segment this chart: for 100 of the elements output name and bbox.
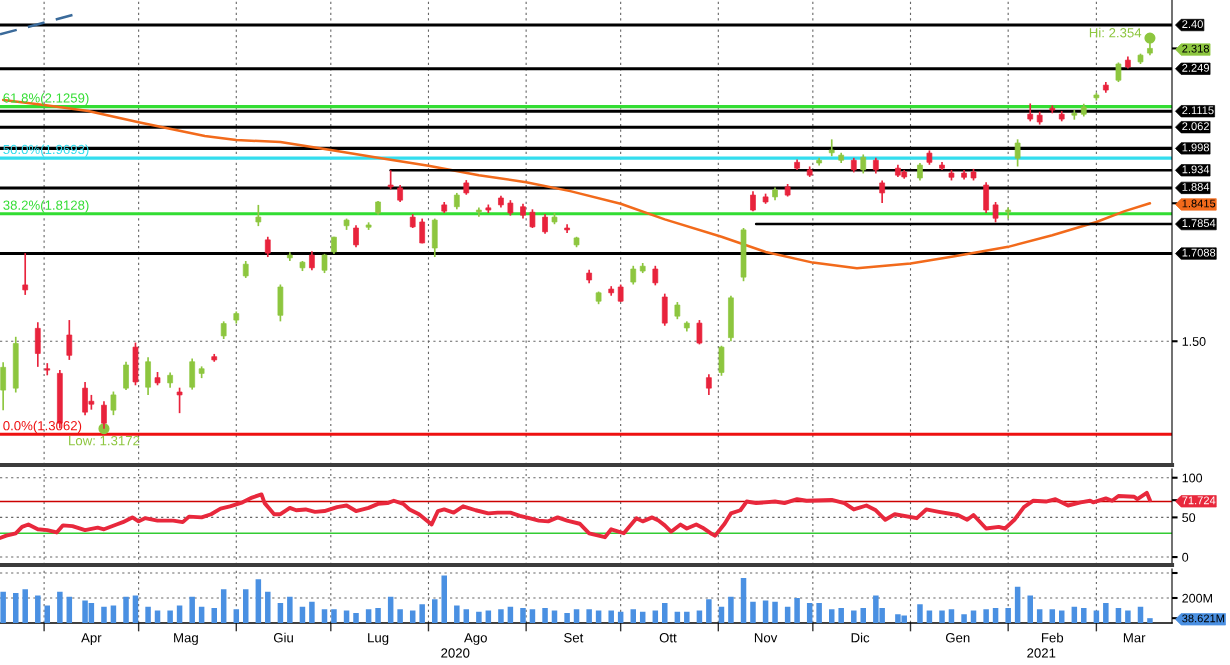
candlestick bbox=[706, 373, 712, 396]
x-tick-label: Feb bbox=[1042, 632, 1064, 643]
bar bbox=[220, 589, 227, 623]
bar bbox=[1005, 608, 1011, 623]
x-tick-label: Set bbox=[564, 633, 584, 643]
y-tick-label: 2.318 bbox=[1182, 44, 1210, 53]
annotation: Low: 1.3172 bbox=[69, 435, 140, 446]
candlestick bbox=[264, 235, 271, 258]
bar bbox=[265, 591, 271, 623]
bar bbox=[277, 603, 284, 623]
bar bbox=[740, 578, 747, 623]
bar bbox=[1036, 609, 1043, 623]
bar bbox=[375, 608, 381, 623]
bar bbox=[608, 610, 614, 623]
bar bbox=[353, 613, 359, 623]
candlestick bbox=[879, 179, 885, 204]
bar bbox=[816, 603, 822, 623]
bar bbox=[1125, 610, 1131, 623]
candlestick bbox=[652, 264, 659, 287]
bar bbox=[101, 606, 107, 623]
bar bbox=[498, 609, 504, 623]
y-tick-label: 1.50 bbox=[1182, 337, 1206, 346]
candlestick bbox=[630, 264, 637, 286]
bar bbox=[189, 596, 195, 623]
candlestick bbox=[255, 204, 262, 227]
bar bbox=[750, 601, 756, 623]
text: 2020 bbox=[441, 648, 470, 658]
candlestick bbox=[176, 386, 183, 414]
bar bbox=[573, 609, 580, 623]
bar bbox=[1115, 608, 1122, 623]
data-label: 1.934 bbox=[1182, 165, 1210, 174]
x-tick-label: Lug bbox=[368, 633, 389, 646]
bar bbox=[1081, 608, 1087, 623]
bar bbox=[22, 589, 28, 623]
bar bbox=[321, 609, 328, 623]
ref-line-label: 61.8%(2.1259) bbox=[3, 92, 89, 106]
bar bbox=[387, 596, 394, 623]
bar bbox=[529, 609, 536, 623]
bar bbox=[476, 611, 482, 623]
y-tick-label: 200M bbox=[1182, 593, 1212, 603]
x-tick-label: Nov bbox=[754, 633, 778, 643]
bar bbox=[684, 611, 690, 623]
ref-line-label: 2.40 bbox=[1182, 20, 1203, 29]
x-tick-label: Gen bbox=[945, 633, 970, 643]
bar bbox=[860, 608, 866, 623]
bar bbox=[419, 604, 425, 623]
annotation: Hi: 2.354 bbox=[1089, 27, 1142, 38]
bar bbox=[806, 603, 813, 623]
x-tick-label: Giu bbox=[273, 632, 293, 643]
y-tick-label: 71.724 bbox=[1182, 496, 1216, 505]
candlestick bbox=[387, 169, 394, 191]
candlestick bbox=[828, 138, 835, 158]
bar bbox=[662, 603, 668, 623]
candlestick bbox=[110, 390, 117, 416]
candlestick bbox=[309, 250, 315, 272]
bar bbox=[939, 610, 945, 623]
bar bbox=[706, 599, 712, 623]
bar bbox=[564, 613, 570, 623]
bar bbox=[233, 609, 240, 623]
candlestick bbox=[992, 201, 999, 224]
bar bbox=[828, 609, 835, 623]
ref-line-label: 1.884 bbox=[1182, 183, 1210, 191]
candlestick bbox=[419, 217, 425, 245]
bar bbox=[794, 598, 800, 623]
bar bbox=[441, 575, 447, 623]
candlestick bbox=[0, 361, 6, 411]
bar bbox=[211, 608, 217, 623]
ref-line-label: 38.2%(1.8128) bbox=[3, 200, 89, 213]
ref-line-label: 2.1115 bbox=[1182, 106, 1214, 115]
bar bbox=[35, 595, 41, 623]
bar bbox=[365, 609, 372, 623]
bar bbox=[13, 593, 19, 623]
ref-line-label: 1.7088 bbox=[1182, 248, 1216, 257]
y-tick-label: 50 bbox=[1182, 513, 1196, 523]
candlestick bbox=[696, 319, 703, 346]
bar bbox=[397, 609, 403, 623]
bar bbox=[1014, 586, 1021, 623]
bar bbox=[520, 608, 526, 623]
bar bbox=[454, 605, 460, 623]
bar bbox=[1103, 603, 1109, 623]
bar bbox=[772, 601, 778, 623]
bar bbox=[331, 609, 337, 623]
ref-line-label: 1.998 bbox=[1182, 143, 1210, 152]
candlestick bbox=[101, 400, 107, 430]
bar bbox=[851, 610, 857, 623]
candlestick bbox=[353, 224, 359, 249]
candlestick bbox=[66, 319, 73, 361]
bar bbox=[123, 596, 129, 623]
y-tick-label: 1.8415 bbox=[1182, 199, 1216, 208]
bar bbox=[961, 614, 967, 623]
bar bbox=[432, 599, 438, 623]
bar bbox=[1147, 618, 1153, 623]
x-tick-label: Apr bbox=[81, 633, 102, 646]
bar bbox=[983, 609, 989, 623]
bar bbox=[167, 610, 173, 623]
y-tick-label: 100 bbox=[1182, 473, 1203, 483]
ref-line-label: 2.062 bbox=[1182, 122, 1209, 131]
bar bbox=[0, 591, 6, 623]
bar bbox=[309, 601, 315, 623]
x-tick-label: Mag bbox=[174, 633, 198, 646]
